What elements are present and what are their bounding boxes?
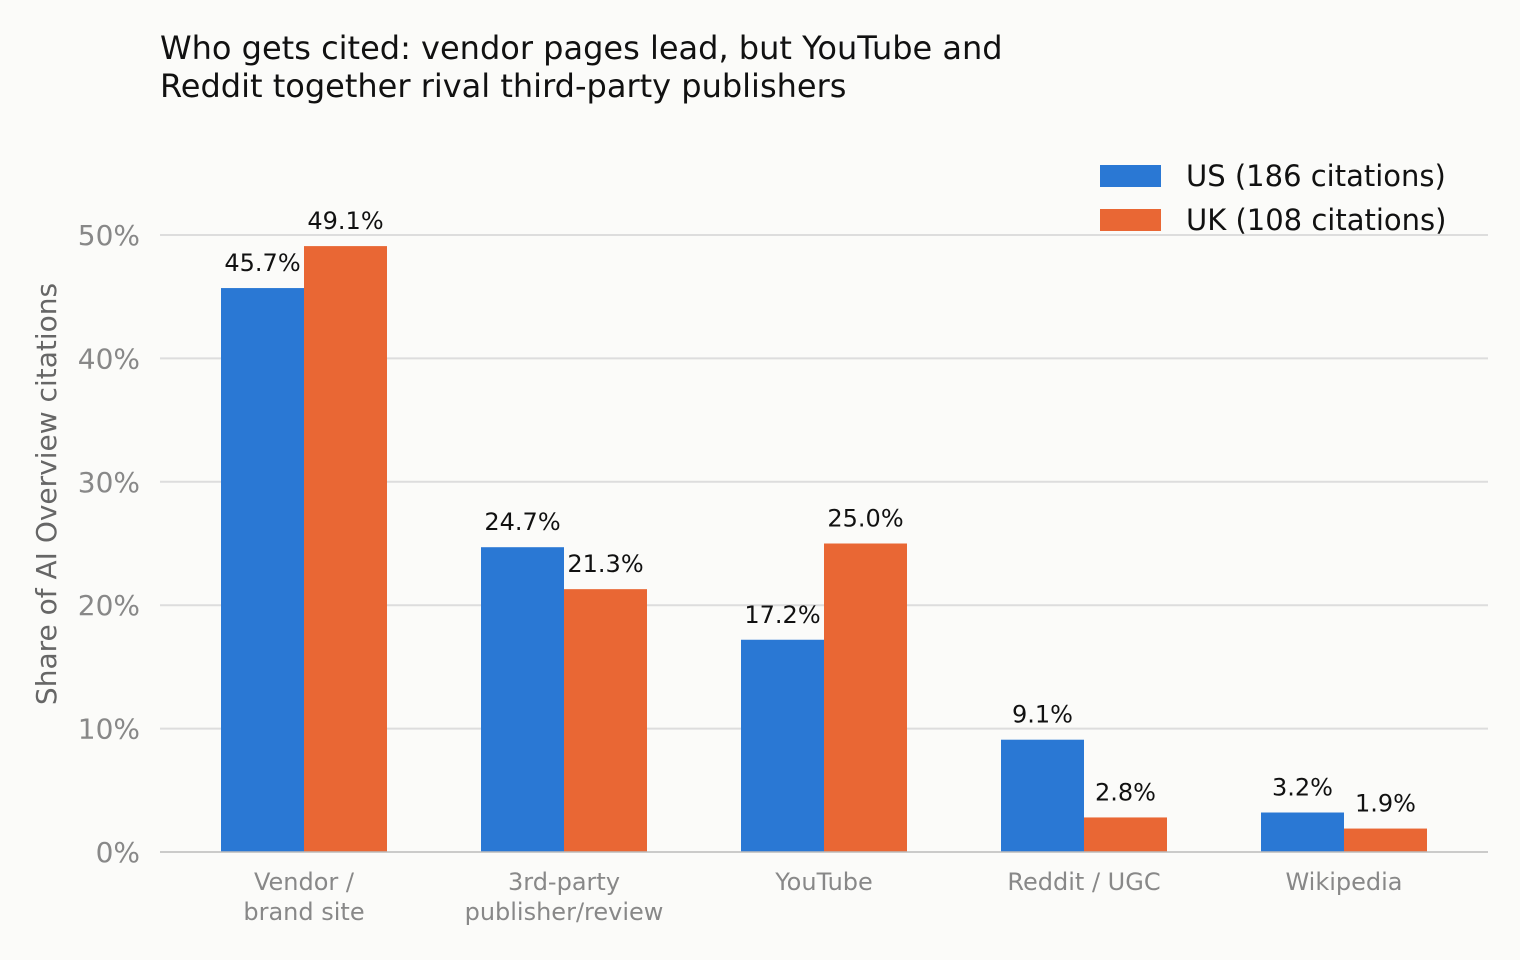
data-label: 2.8%: [1095, 778, 1156, 806]
y-tick-label: 50%: [78, 219, 140, 252]
legend-label: US (186 citations): [1186, 159, 1446, 193]
bar: [564, 589, 647, 852]
legend-swatch: [1100, 165, 1161, 187]
data-label: 17.2%: [744, 601, 820, 629]
y-tick-label: 0%: [96, 836, 140, 869]
legend-swatch: [1100, 209, 1161, 231]
bar: [1001, 739, 1084, 852]
x-tick-label: brand site: [243, 898, 364, 926]
y-tick-label: 20%: [78, 589, 140, 622]
data-labels: 45.7%49.1% 24.7%21.3% 17.2% 25.0% 9.1% 2.8% 3.…: [224, 207, 1416, 817]
data-label: 49.1%: [307, 207, 383, 235]
bars: [221, 246, 1427, 852]
y-axis-label: Share of AI Overview citations: [30, 283, 63, 705]
bar: [824, 543, 907, 852]
data-label: 3.2%: [1272, 774, 1333, 802]
x-tick-label: YouTube: [774, 868, 873, 896]
bar: [1344, 828, 1427, 852]
chart-title-line: Reddit together rival third-party publis…: [160, 67, 846, 105]
x-tick-label: Reddit / UGC: [1007, 868, 1160, 896]
bar: [221, 288, 304, 852]
chart-title: Who gets cited: vendor pages lead, but Y…: [160, 29, 1003, 105]
bar: [304, 246, 387, 852]
data-label: 24.7%: [484, 508, 560, 536]
legend-label: UK (108 citations): [1186, 203, 1446, 237]
x-tick-label: publisher/review: [465, 898, 664, 926]
x-tick-label: Wikipedia: [1285, 868, 1402, 896]
data-label: 9.1%: [1012, 701, 1073, 729]
bar: [481, 547, 564, 852]
y-tick-label: 30%: [78, 466, 140, 499]
y-tick-label: 10%: [78, 713, 140, 746]
y-axis-ticks: 0% 10% 20% 30% 40% 50%: [78, 219, 140, 869]
bar: [741, 639, 824, 852]
y-tick-label: 40%: [78, 342, 140, 375]
bar: [1084, 817, 1167, 852]
x-tick-label: 3rd-party: [508, 868, 620, 896]
data-label: 1.9%: [1355, 790, 1416, 818]
bar: [1261, 812, 1344, 852]
x-tick-label: Vendor /: [254, 868, 355, 896]
data-label: 25.0%: [827, 505, 903, 533]
data-label: 21.3%: [567, 550, 643, 578]
x-axis-ticks: Vendor /brand site 3rd-partypublisher/rev…: [243, 868, 1402, 926]
chart-title-line: Who gets cited: vendor pages lead, but Y…: [160, 29, 1003, 67]
data-label: 45.7%: [224, 249, 300, 277]
legend: US (186 citations) UK (108 citations): [1100, 159, 1446, 237]
